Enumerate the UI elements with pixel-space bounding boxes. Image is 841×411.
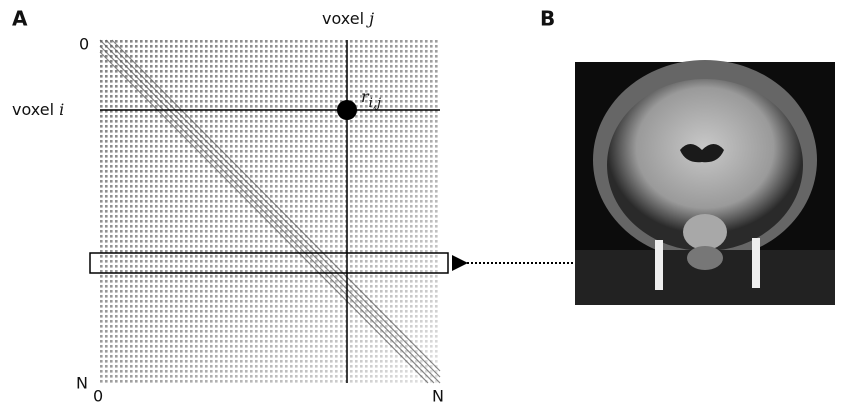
correlation-matrix [100,40,440,383]
column-label: voxel j [322,9,374,28]
brain-image [575,60,835,305]
axis-label: 0 [93,387,103,406]
axis-label: 0 [79,35,89,54]
panel-label: B [540,7,555,31]
element-dot [337,100,357,120]
axis-label: N [76,374,88,393]
panel-label: A [12,7,28,31]
row-label: voxel i [12,100,64,119]
page: A B voxel j voxel i 0 N 0 N ri,j (() => … [0,0,841,411]
figure: A B voxel j voxel i 0 N 0 N ri,j [0,0,841,407]
axis-label: N [432,387,444,406]
